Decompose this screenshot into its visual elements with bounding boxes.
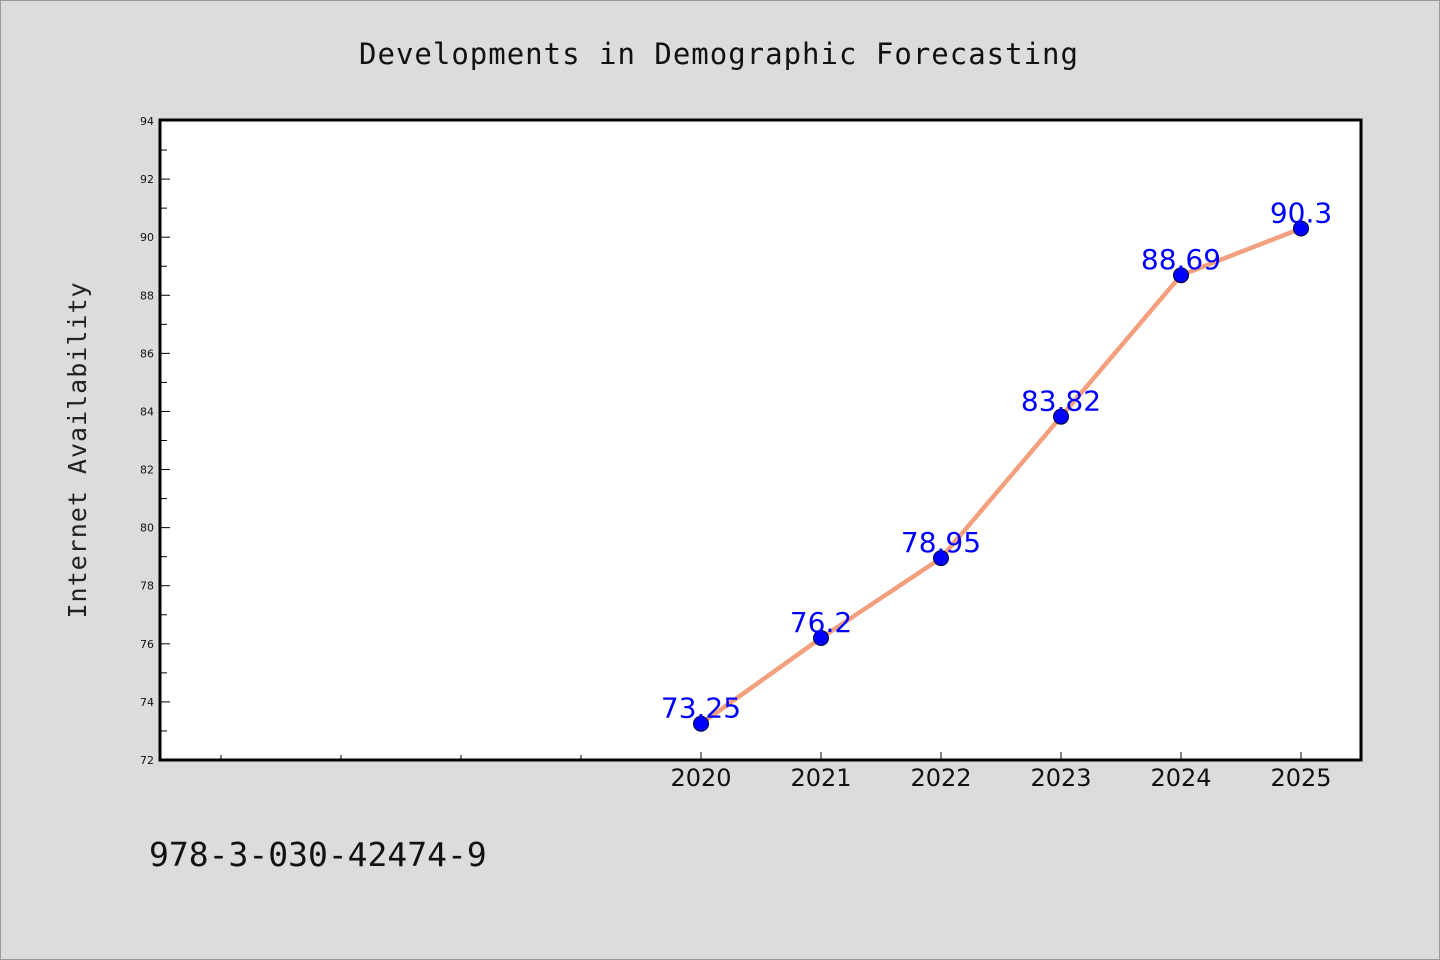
data-labels: 73.25 76.2 78.95 83.82 88.69 90.3 <box>661 196 1332 724</box>
y-tick-label: 90 <box>140 231 154 244</box>
data-point-marker <box>693 715 709 732</box>
x-tick-label: 2023 <box>1030 764 1091 792</box>
y-tick-label: 86 <box>140 347 154 360</box>
y-axis-label: Internet Availability <box>63 281 92 618</box>
data-point-marker <box>1293 220 1309 237</box>
y-tick-label: 84 <box>140 405 154 418</box>
isbn-text: 978-3-030-42474-9 <box>149 835 487 874</box>
x-tick-label: 2022 <box>910 764 971 792</box>
data-label: 73.25 <box>661 692 741 725</box>
data-label: 88.69 <box>1141 243 1221 276</box>
y-tick-label: 76 <box>140 638 154 651</box>
plot-area <box>158 118 1363 762</box>
x-tick-label: 2025 <box>1270 764 1331 792</box>
data-label: 90.3 <box>1270 196 1332 229</box>
data-point-marker <box>1173 267 1189 284</box>
data-point-marker <box>813 630 829 647</box>
y-tick-label: 82 <box>140 464 154 477</box>
y-tick-label: 88 <box>140 289 154 302</box>
data-label: 76.2 <box>790 606 852 639</box>
data-label: 83.82 <box>1021 385 1101 418</box>
data-point-marker <box>1053 408 1069 425</box>
series-markers <box>693 220 1309 732</box>
x-tick-label: 2024 <box>1150 764 1211 792</box>
data-point-marker <box>933 550 949 567</box>
y-tick-label: 74 <box>140 696 154 709</box>
y-tick-label: 80 <box>140 522 154 535</box>
series-line <box>699 226 1302 726</box>
chart-title: Developments in Demographic Forecasting <box>359 37 1079 71</box>
y-tick-label: 92 <box>140 173 154 186</box>
x-axis: 2020 2021 2022 2023 2024 2025 <box>220 752 1332 792</box>
y-tick-label: 94 <box>140 115 154 128</box>
y-tick-label: 78 <box>140 580 154 593</box>
x-tick-label: 2021 <box>790 764 851 792</box>
y-axis: 72 74 76 78 80 82 84 86 88 90 92 94 <box>140 115 170 767</box>
y-tick-label: 72 <box>140 754 154 767</box>
data-label: 78.95 <box>901 526 981 559</box>
x-tick-label: 2020 <box>670 764 731 792</box>
